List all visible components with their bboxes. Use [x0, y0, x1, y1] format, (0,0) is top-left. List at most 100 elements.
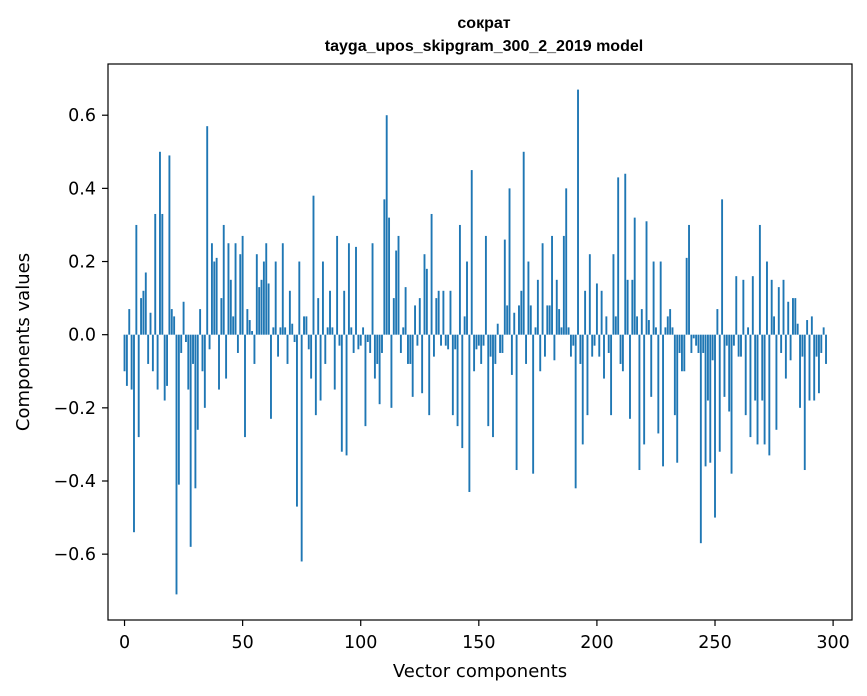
- plot-frame: [107, 63, 853, 621]
- bar: [220, 298, 223, 335]
- bar: [567, 327, 570, 335]
- bar: [714, 334, 716, 518]
- bar: [773, 316, 775, 335]
- bar: [307, 334, 310, 350]
- bar: [697, 334, 700, 353]
- bar: [359, 334, 362, 346]
- bar: [756, 334, 759, 445]
- bar: [584, 290, 587, 335]
- bar: [133, 334, 135, 533]
- bar: [737, 334, 740, 357]
- bar: [395, 250, 398, 335]
- bar: [803, 334, 806, 471]
- bar: [525, 334, 527, 364]
- bar: [792, 298, 794, 335]
- bar: [170, 309, 173, 335]
- bar: [532, 334, 535, 474]
- bar: [484, 235, 487, 335]
- bar: [662, 334, 664, 467]
- bar: [180, 334, 183, 353]
- bar: [806, 320, 809, 335]
- bar: [291, 323, 294, 335]
- bar: [754, 334, 757, 401]
- bar: [414, 305, 416, 335]
- bar: [449, 290, 452, 335]
- bar: [355, 246, 357, 335]
- bar: [312, 195, 315, 335]
- bar: [244, 334, 246, 438]
- bar: [166, 334, 168, 386]
- bar: [678, 334, 681, 353]
- bar: [156, 334, 159, 390]
- bar: [740, 334, 742, 357]
- bar: [782, 279, 785, 335]
- bar: [664, 327, 667, 335]
- bar: [366, 334, 369, 342]
- bar: [763, 334, 766, 445]
- bar: [319, 334, 322, 401]
- bar: [345, 334, 348, 456]
- bar: [137, 334, 140, 438]
- bar: [421, 334, 424, 394]
- bar: [447, 334, 450, 350]
- x-tick-label: 150: [462, 633, 495, 653]
- bar: [277, 334, 279, 357]
- bar: [503, 239, 506, 335]
- bar: [362, 327, 365, 335]
- bar: [336, 235, 339, 335]
- bar: [593, 334, 596, 346]
- bar: [591, 334, 594, 357]
- bar: [310, 334, 313, 379]
- bar: [298, 261, 301, 335]
- bar: [522, 151, 525, 335]
- bar: [598, 334, 601, 357]
- bar: [428, 334, 431, 416]
- y-tick-label: 0.2: [68, 253, 96, 273]
- bar: [676, 334, 679, 463]
- bar: [629, 334, 631, 419]
- bar: [392, 298, 395, 335]
- bar: [416, 334, 419, 346]
- bar: [482, 334, 485, 346]
- bar: [574, 334, 577, 489]
- bar: [820, 334, 823, 353]
- bar: [565, 188, 568, 335]
- bar: [716, 309, 719, 335]
- bar: [638, 334, 641, 471]
- y-tick-label: −0.2: [54, 399, 97, 419]
- bar: [409, 334, 412, 364]
- bar: [225, 334, 228, 379]
- bar: [692, 334, 695, 339]
- bar: [489, 334, 492, 357]
- bar: [813, 334, 816, 401]
- bar: [255, 254, 258, 335]
- bar: [182, 301, 185, 335]
- y-tick-label: −0.6: [54, 545, 97, 565]
- bar: [558, 309, 561, 335]
- bar: [437, 290, 440, 335]
- bar: [234, 243, 237, 335]
- bar: [624, 173, 627, 335]
- bar: [671, 327, 674, 335]
- bar: [329, 290, 331, 335]
- bar: [274, 261, 277, 335]
- bar: [397, 235, 400, 335]
- bar: [595, 283, 598, 335]
- bar: [442, 290, 445, 335]
- bar: [241, 235, 244, 335]
- bar: [709, 334, 712, 463]
- bar: [123, 334, 126, 372]
- bar: [161, 213, 164, 335]
- bar: [789, 334, 792, 361]
- bar: [673, 334, 676, 416]
- bar: [529, 305, 532, 335]
- bar: [262, 261, 265, 335]
- bar: [744, 334, 747, 416]
- bar: [577, 89, 579, 335]
- bar: [187, 334, 190, 390]
- bar: [799, 334, 801, 408]
- bar: [388, 217, 391, 335]
- bar: [617, 177, 620, 335]
- bar: [768, 334, 771, 456]
- bar: [784, 334, 787, 379]
